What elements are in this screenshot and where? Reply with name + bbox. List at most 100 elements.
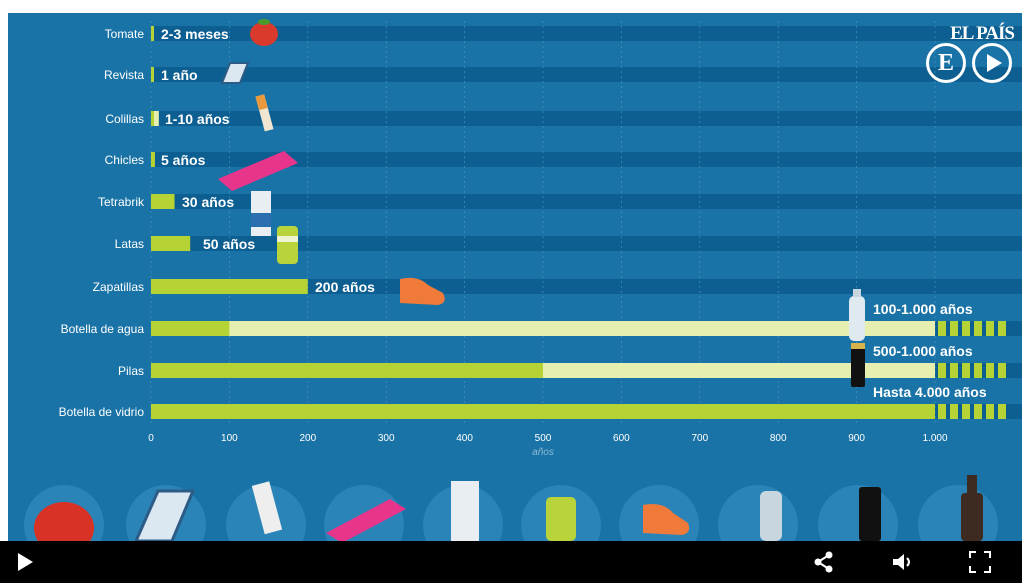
- category-label: Tomate: [105, 27, 145, 41]
- bar-continuation: [938, 404, 946, 419]
- track-6: [151, 279, 1022, 294]
- magazine-icon: [220, 62, 250, 84]
- strip-cigarette: [251, 481, 283, 535]
- share-button[interactable]: [806, 541, 842, 583]
- track-1: [151, 67, 1022, 82]
- x-tick-label: 1.000: [922, 433, 947, 444]
- bar: [151, 404, 935, 419]
- value-label: 50 años: [203, 236, 255, 252]
- x-axis-label: años: [532, 447, 554, 458]
- category-label: Colillas: [105, 112, 144, 126]
- strip-glass-bottle-neck: [967, 475, 977, 495]
- bar-continuation: [938, 363, 946, 378]
- category-label: Tetrabrik: [98, 195, 145, 209]
- water-bottle-cap: [853, 289, 861, 297]
- strip-water-bottle-icon: [718, 485, 798, 541]
- strip-water-bottle: [760, 491, 782, 541]
- can-body: [277, 226, 298, 264]
- tomato-leaf: [258, 19, 270, 25]
- share-icon: [814, 551, 833, 573]
- bar-continuation: [986, 363, 994, 378]
- strip-circle: [818, 485, 898, 541]
- fullscreen-icon: [969, 551, 991, 573]
- bar-continuation: [998, 321, 1006, 336]
- x-tick-label: 900: [848, 433, 865, 444]
- track-3: [151, 152, 1022, 167]
- bar-continuation: [962, 404, 970, 419]
- play-icon: [18, 553, 33, 571]
- video-controls-bar: [0, 541, 1022, 583]
- strip-battery-icon: [818, 485, 898, 541]
- category-label: Botella de agua: [61, 322, 145, 336]
- strip-gum: [326, 499, 406, 541]
- bar-continuation: [974, 321, 982, 336]
- bar-continuation: [974, 404, 982, 419]
- decomposition-chart: 0 100 200 300 400 500 600 700 800 900 1.000 años Tom…: [24, 19, 1022, 541]
- volume-button[interactable]: [884, 541, 920, 583]
- fullscreen-button[interactable]: [962, 541, 998, 583]
- x-tick-label: 500: [535, 433, 552, 444]
- strip-glass-bottle: [961, 493, 983, 541]
- category-label: Latas: [115, 237, 144, 251]
- tomato-body: [250, 22, 278, 46]
- value-label: 1-10 años: [165, 111, 230, 127]
- tomato-icon: [250, 19, 278, 46]
- bar: [151, 111, 154, 126]
- category-label: Botella de vidrio: [59, 405, 145, 419]
- strip-sneaker: [643, 504, 690, 535]
- sneaker-icon: [400, 277, 445, 305]
- category-label: Revista: [104, 68, 144, 82]
- bar: [151, 152, 155, 167]
- value-label: 2-3 meses: [161, 26, 229, 42]
- bar-continuation: [962, 363, 970, 378]
- x-tick-label: 300: [378, 433, 395, 444]
- bar-range: [151, 111, 159, 126]
- cigarette-butt-icon: [255, 94, 274, 132]
- brand-e-icon: E: [926, 43, 966, 83]
- x-tick-label: 800: [770, 433, 787, 444]
- strip-battery: [859, 487, 881, 541]
- bar: [151, 26, 154, 41]
- bar-range: [151, 321, 935, 336]
- category-label: Pilas: [118, 364, 144, 378]
- value-label: 500-1.000 años: [873, 343, 973, 359]
- bar: [151, 194, 175, 209]
- value-label: 200 años: [315, 279, 375, 295]
- track-0: [151, 26, 1022, 41]
- track-4: [151, 194, 1022, 209]
- brik-band: [251, 213, 271, 227]
- bar-continuation: [986, 404, 994, 419]
- bar-continuation: [950, 321, 958, 336]
- battery-icon: [851, 343, 865, 387]
- value-label: Hasta 4.000 años: [873, 384, 987, 400]
- bar: [151, 279, 308, 294]
- strip-circle: [918, 485, 998, 541]
- x-tick-label: 700: [691, 433, 708, 444]
- water-bottle-body: [849, 296, 865, 341]
- bar: [151, 67, 154, 82]
- bar-continuation: [962, 321, 970, 336]
- water-bottle-icon: [849, 289, 865, 341]
- bar-continuation: [950, 363, 958, 378]
- gum-pack: [218, 151, 298, 191]
- bar-continuation: [950, 404, 958, 419]
- butt-filter: [255, 94, 268, 111]
- sneaker-body: [400, 277, 445, 305]
- strip-tomato: [34, 502, 94, 541]
- chewing-gum-icon: [218, 151, 298, 191]
- value-label: 30 años: [182, 194, 234, 210]
- battery-body: [851, 347, 865, 387]
- strip-circle: [718, 485, 798, 541]
- play-button[interactable]: [10, 541, 40, 583]
- el-pais-logo[interactable]: EL PAÍS E: [914, 23, 1015, 93]
- bar-continuation: [974, 363, 982, 378]
- strip-magazine: [134, 489, 196, 541]
- brand-name: EL PAÍS: [950, 23, 1015, 44]
- bar-continuation: [998, 363, 1006, 378]
- magazine-shape: [220, 62, 250, 84]
- category-label: Chicles: [105, 153, 144, 167]
- bar: [151, 236, 191, 251]
- can-stripe: [277, 236, 298, 242]
- brand-play-icon: [972, 43, 1012, 83]
- tetrabrik-icon: [251, 191, 271, 236]
